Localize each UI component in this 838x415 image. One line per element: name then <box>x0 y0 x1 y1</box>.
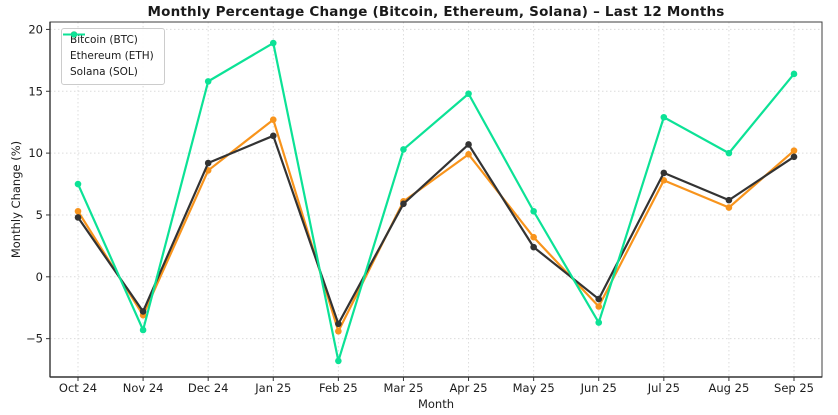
plot-border <box>49 21 823 378</box>
x-tick-label: Aug 25 <box>709 381 750 395</box>
solana-marker <box>660 113 668 121</box>
solana-line <box>76 41 796 363</box>
x-tick-label: Mar 25 <box>383 381 423 395</box>
x-tick-label: Jan 25 <box>254 381 291 395</box>
ethereum-marker <box>335 320 342 328</box>
bitcoin-marker <box>465 151 472 158</box>
solana-marker <box>725 149 733 157</box>
x-axis-label: Month <box>417 397 455 411</box>
ethereum-marker <box>725 196 733 204</box>
bitcoin-marker <box>660 177 668 184</box>
ethereum-marker <box>400 200 407 208</box>
bitcoin-marker <box>595 303 603 310</box>
legend-item-solana: Solana (SOL) <box>63 31 154 79</box>
solana-marker <box>204 78 212 85</box>
solana-marker <box>74 180 82 188</box>
y-axis-label: Monthly Change (%) <box>9 140 23 259</box>
solana-marker <box>530 207 537 215</box>
chart-title: Monthly Percentage Change (Bitcoin, Ethe… <box>147 4 725 20</box>
solana-marker <box>790 70 798 78</box>
x-tick-label: Apr 25 <box>449 381 487 395</box>
x-tick-label: May 25 <box>513 381 555 395</box>
y-tick-label: 0 <box>36 270 43 284</box>
ethereum-marker <box>139 308 147 315</box>
solana-marker <box>400 146 407 153</box>
x-tick-label: Nov 24 <box>123 381 164 395</box>
solana-marker <box>595 319 603 326</box>
bitcoin-marker <box>74 207 82 215</box>
bitcoin-marker <box>335 327 342 335</box>
y-tick-label: 15 <box>28 84 43 98</box>
ethereum-marker <box>530 243 537 251</box>
x-tick-label: Jun 25 <box>580 381 617 395</box>
bitcoin-marker <box>790 147 798 154</box>
solana-marker <box>335 357 342 365</box>
y-tick-label: 5 <box>36 208 43 222</box>
x-tick-label: Jul 25 <box>647 381 680 395</box>
ethereum-marker <box>74 214 82 221</box>
legend-label-ethereum: Ethereum (ETH) <box>70 50 154 62</box>
legend: Bitcoin (BTC) Ethereum (ETH) Solana (SOL… <box>61 28 165 85</box>
legend-label-bitcoin: Bitcoin (BTC) <box>70 34 138 46</box>
ethereum-line <box>76 134 796 325</box>
ethereum-marker <box>790 153 798 161</box>
x-tick-label: Oct 24 <box>59 381 97 395</box>
ethereum-marker <box>595 295 603 303</box>
y-tick-label: 20 <box>28 22 43 36</box>
x-tick-label: Feb 25 <box>319 381 358 395</box>
ethereum-marker <box>204 159 212 167</box>
legend-item-ethereum: Ethereum (ETH) <box>63 31 154 63</box>
x-tick-label: Sep 25 <box>774 381 814 395</box>
solana-marker <box>139 326 147 334</box>
x-tick-label: Dec 24 <box>188 381 229 395</box>
y-tick-label: 10 <box>28 146 43 160</box>
legend-label-solana: Solana (SOL) <box>70 66 138 78</box>
y-tick-label: −5 <box>26 332 43 346</box>
solana-marker <box>465 90 472 98</box>
bitcoin-marker <box>530 233 537 241</box>
ethereum-marker <box>660 169 668 177</box>
ethereum-marker <box>269 132 277 140</box>
ethereum-marker <box>465 141 472 148</box>
bitcoin-line <box>76 118 796 333</box>
bitcoin-marker <box>725 204 733 211</box>
bitcoin-marker <box>269 116 277 124</box>
line-marker-sample-icon <box>63 31 85 38</box>
solana-marker <box>269 39 277 47</box>
